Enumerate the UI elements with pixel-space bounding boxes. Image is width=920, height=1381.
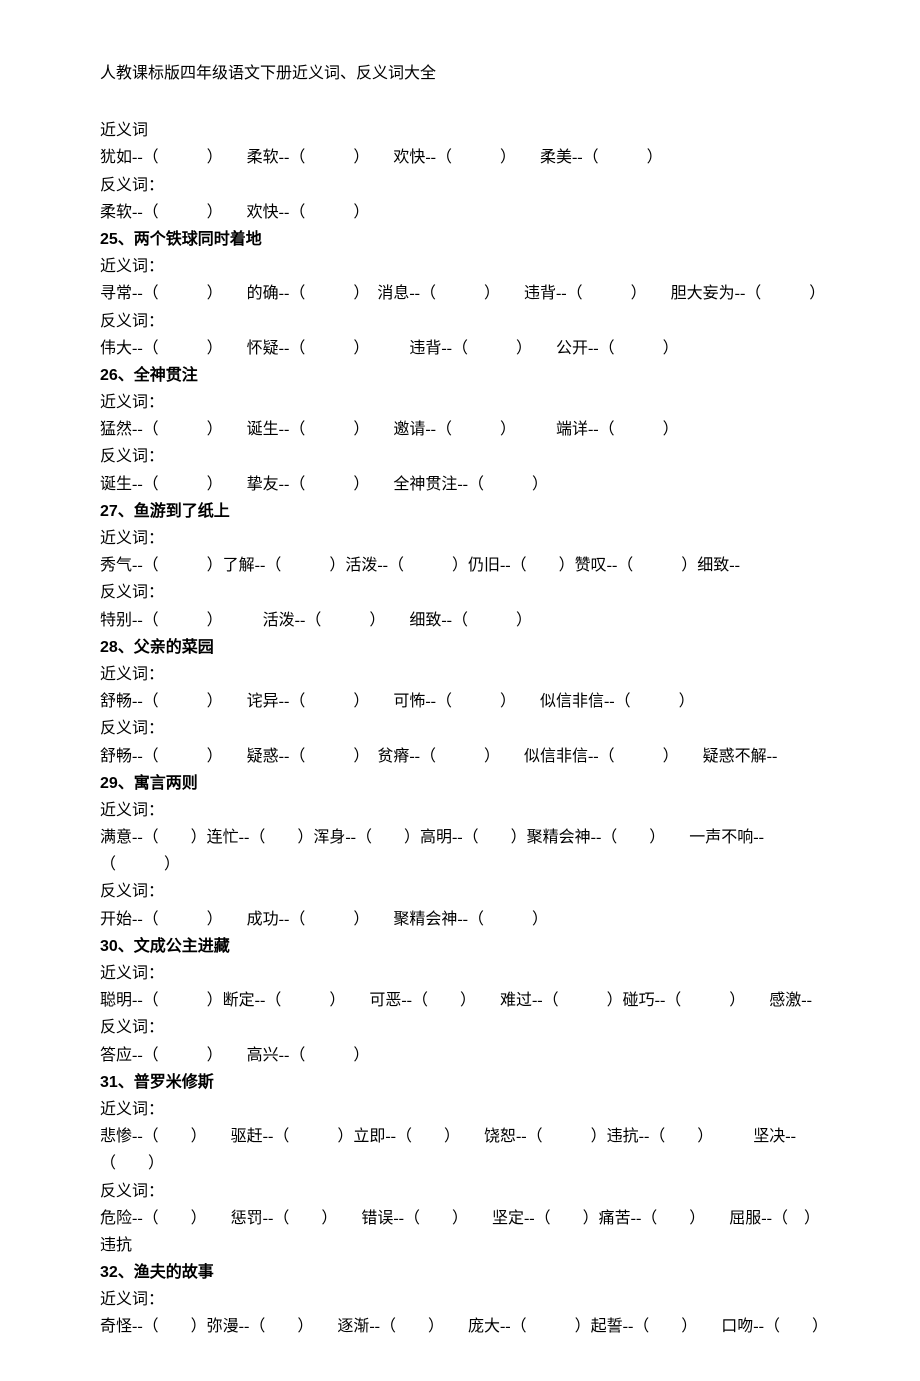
syn-label: 近义词： bbox=[100, 525, 820, 552]
ant-line: 答应--（ ） 高兴--（ ） bbox=[100, 1042, 820, 1069]
ant-label: 反义词： bbox=[100, 715, 820, 742]
syn-label: 近义词： bbox=[100, 1096, 820, 1123]
ant-label: 反义词： bbox=[100, 308, 820, 335]
syn-label: 近义词： bbox=[100, 1286, 820, 1313]
section-title: 26、全神贯注 bbox=[100, 362, 820, 389]
syn-label: 近义词： bbox=[100, 960, 820, 987]
section-title: 28、父亲的菜园 bbox=[100, 634, 820, 661]
ant-label: 反义词： bbox=[100, 1014, 820, 1041]
intro-ant-line: 柔软--（ ） 欢快--（ ） bbox=[100, 199, 820, 226]
syn-label: 近义词： bbox=[100, 797, 820, 824]
syn-line: 秀气--（ ）了解--（ ）活泼--（ ）仍旧--（ ）赞叹--（ ）细致-- bbox=[100, 552, 820, 579]
syn-line: 聪明--（ ）断定--（ ） 可恶--（ ） 难过--（ ）碰巧--（ ） 感激… bbox=[100, 987, 820, 1014]
syn-label: 近义词： bbox=[100, 661, 820, 688]
intro-syn-line: 犹如--（ ） 柔软--（ ） 欢快--（ ） 柔美--（ ） bbox=[100, 144, 820, 171]
ant-label: 反义词： bbox=[100, 1178, 820, 1205]
syn-label: 近义词： bbox=[100, 389, 820, 416]
syn-line: 悲惨--（ ） 驱赶--（ ）立即--（ ） 饶恕--（ ）违抗--（ ） 坚决… bbox=[100, 1123, 820, 1177]
section-title: 30、文成公主进藏 bbox=[100, 933, 820, 960]
section-title: 25、两个铁球同时着地 bbox=[100, 226, 820, 253]
section-title: 29、寓言两则 bbox=[100, 770, 820, 797]
sections-container: 25、两个铁球同时着地近义词：寻常--（ ） 的确--（ ） 消息--（ ） 违… bbox=[100, 226, 820, 1341]
ant-line: 开始--（ ） 成功--（ ） 聚精会神--（ ） bbox=[100, 906, 820, 933]
syn-label: 近义词： bbox=[100, 253, 820, 280]
document-title: 人教课标版四年级语文下册近义词、反义词大全 bbox=[100, 60, 820, 87]
ant-label: 反义词： bbox=[100, 443, 820, 470]
document-page: 人教课标版四年级语文下册近义词、反义词大全 近义词 犹如--（ ） 柔软--（ … bbox=[0, 0, 920, 1381]
intro-ant-label: 反义词： bbox=[100, 172, 820, 199]
section-title: 27、鱼游到了纸上 bbox=[100, 498, 820, 525]
ant-label: 反义词： bbox=[100, 878, 820, 905]
intro-syn-label: 近义词 bbox=[100, 117, 820, 144]
syn-line: 满意--（ ）连忙--（ ）浑身--（ ）高明--（ ）聚精会神--（ ） 一声… bbox=[100, 824, 820, 878]
syn-line: 猛然--（ ） 诞生--（ ） 邀请--（ ） 端详--（ ） bbox=[100, 416, 820, 443]
ant-line: 伟大--（ ） 怀疑--（ ） 违背--（ ） 公开--（ ） bbox=[100, 335, 820, 362]
syn-line: 舒畅--（ ） 诧异--（ ） 可怖--（ ） 似信非信--（ ） bbox=[100, 688, 820, 715]
ant-line: 危险--（ ） 惩罚--（ ） 错误--（ ） 坚定--（ ）痛苦--（ ） 屈… bbox=[100, 1205, 820, 1259]
ant-label: 反义词： bbox=[100, 579, 820, 606]
syn-line: 寻常--（ ） 的确--（ ） 消息--（ ） 违背--（ ） 胆大妄为--（ … bbox=[100, 280, 820, 307]
syn-line: 奇怪--（ ）弥漫--（ ） 逐渐--（ ） 庞大--（ ）起誓--（ ） 口吻… bbox=[100, 1313, 820, 1340]
section-title: 32、渔夫的故事 bbox=[100, 1259, 820, 1286]
ant-line: 特别--（ ） 活泼--（ ） 细致--（ ） bbox=[100, 607, 820, 634]
section-title: 31、普罗米修斯 bbox=[100, 1069, 820, 1096]
ant-line: 舒畅--（ ） 疑惑--（ ） 贫瘠--（ ） 似信非信--（ ） 疑惑不解-- bbox=[100, 743, 820, 770]
ant-line: 诞生--（ ） 挚友--（ ） 全神贯注--（ ） bbox=[100, 471, 820, 498]
